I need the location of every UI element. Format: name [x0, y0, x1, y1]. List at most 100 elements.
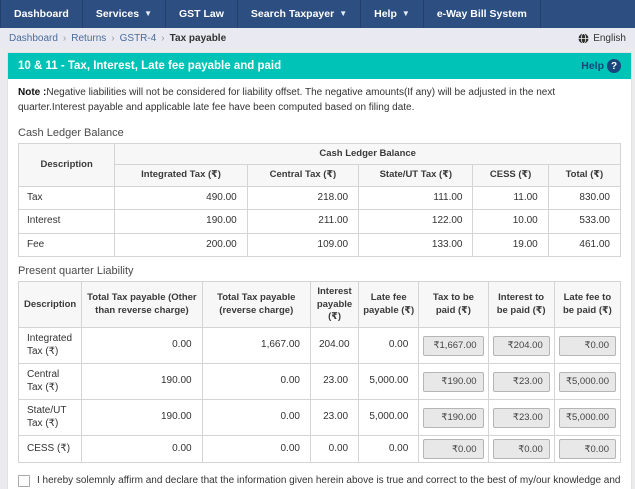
- cell-value: 211.00: [246, 209, 360, 234]
- column-header-central-tax: Central Tax (₹): [246, 164, 360, 187]
- cell-value: 200.00: [114, 232, 248, 258]
- chevron-down-icon: ▼: [339, 9, 348, 18]
- nav-item-services[interactable]: Services ▼: [83, 0, 166, 28]
- nav-label: e-Way Bill System: [436, 8, 527, 20]
- cell-value: 190.00: [81, 363, 203, 401]
- cell-value: 190.00: [114, 209, 248, 234]
- row-label: Integrated Tax (₹): [17, 327, 83, 365]
- breadcrumb-link-gstr4[interactable]: GSTR-4: [119, 32, 157, 44]
- cell-value: 830.00: [547, 185, 622, 211]
- column-header-total-tax-other: Total Tax payable (Other than reverse ch…: [81, 281, 203, 329]
- cash-ledger-table: Description Cash Ledger Balance Integrat…: [17, 142, 622, 258]
- nav-item-gst-law[interactable]: GST Law: [166, 0, 238, 28]
- chevron-down-icon: ▼: [144, 9, 152, 18]
- nav-label: Help: [374, 8, 397, 20]
- tax-to-be-paid-input[interactable]: [423, 407, 484, 428]
- column-header-tax-to-be-paid: Tax to be paid (₹): [418, 281, 489, 329]
- row-label: Central Tax (₹): [17, 363, 83, 401]
- late-fee-to-be-paid-input[interactable]: [558, 439, 616, 460]
- cell-value: 10.00: [472, 209, 549, 234]
- note-label: Note :: [18, 87, 47, 98]
- interest-to-be-paid-input[interactable]: [492, 407, 550, 428]
- late-fee-to-be-paid-input[interactable]: [558, 407, 616, 428]
- nav-label: Services: [95, 8, 140, 20]
- breadcrumb-link-returns[interactable]: Returns: [71, 32, 107, 44]
- breadcrumb-separator: ›: [62, 32, 67, 44]
- tax-to-be-paid-input[interactable]: [423, 371, 484, 392]
- section-title-cash-ledger: Cash Ledger Balance: [18, 127, 124, 139]
- declaration-checkbox[interactable]: [18, 475, 30, 488]
- cell-value: 133.00: [358, 232, 474, 258]
- column-header-description: Description: [17, 143, 116, 187]
- cell-value: 461.00: [547, 232, 622, 258]
- help-label: Help: [581, 60, 604, 72]
- cell-value: 0.00: [358, 327, 420, 365]
- interest-to-be-paid-input[interactable]: [492, 371, 550, 392]
- cell-value: 204.00: [309, 327, 360, 365]
- column-header-cess: CESS (₹): [472, 164, 549, 187]
- table-row-integrated-tax: Integrated Tax (₹) 0.00 1,667.00 204.00 …: [17, 327, 622, 365]
- table-row-central-tax: Central Tax (₹) 190.00 0.00 23.00 5,000.…: [17, 363, 622, 401]
- breadcrumb-current: Tax payable: [169, 32, 227, 44]
- declaration-text: I hereby solemnly affirm and declare tha…: [37, 475, 621, 487]
- nav-item-help[interactable]: Help ▼: [361, 0, 424, 28]
- cell-value: 0.00: [201, 399, 311, 437]
- nav-item-dashboard[interactable]: Dashboard: [0, 0, 83, 28]
- tax-to-be-paid-input[interactable]: [423, 439, 484, 460]
- row-label: Interest: [17, 209, 116, 234]
- cell-value: 111.00: [358, 185, 474, 211]
- cell-value: 23.00: [309, 399, 360, 437]
- interest-to-be-paid-input[interactable]: [492, 335, 550, 356]
- globe-icon: [578, 32, 589, 44]
- question-mark-icon: ?: [607, 59, 621, 73]
- declaration-row: I hereby solemnly affirm and declare tha…: [8, 463, 631, 489]
- cell-value: 5,000.00: [358, 363, 420, 401]
- cell-value: 109.00: [246, 232, 360, 258]
- table-row-cess: CESS (₹) 0.00 0.00 0.00 0.00: [17, 435, 622, 464]
- column-header-description: Description: [17, 281, 83, 329]
- cell-value: 218.00: [246, 185, 360, 211]
- content-panel: 10 & 11 - Tax, Interest, Late fee payabl…: [7, 52, 632, 489]
- row-label: State/UT Tax (₹): [17, 399, 83, 437]
- nav-item-eway-bill[interactable]: e-Way Bill System: [424, 0, 541, 28]
- cell-value: 0.00: [201, 435, 311, 464]
- column-header-late-fee-to-be-paid: Late fee to be paid (₹): [553, 281, 622, 329]
- breadcrumb-separator: ›: [111, 32, 115, 44]
- cell-value: 490.00: [114, 185, 248, 211]
- liability-table: Description Total Tax payable (Other tha…: [17, 281, 622, 464]
- late-fee-to-be-paid-input[interactable]: [558, 335, 616, 356]
- cell-value: 23.00: [309, 363, 360, 401]
- breadcrumb: Dashboard › Returns › GSTR-4 › Tax payab…: [0, 28, 635, 48]
- cell-value: 0.00: [358, 435, 420, 464]
- page-title: 10 & 11 - Tax, Interest, Late fee payabl…: [18, 60, 282, 72]
- column-header-late-fee-payable: Late fee payable (₹): [358, 281, 420, 329]
- cell-value: 533.00: [547, 209, 622, 234]
- row-label: Tax: [17, 185, 116, 211]
- chevron-down-icon: ▼: [401, 9, 410, 18]
- help-button[interactable]: Help ?: [581, 59, 621, 73]
- cell-value: 0.00: [81, 327, 203, 365]
- column-header-state-ut-tax: State/UT Tax (₹): [358, 164, 474, 187]
- cell-value: 122.00: [358, 209, 474, 234]
- column-header-integrated-tax: Integrated Tax (₹): [114, 164, 248, 187]
- table-row-tax: Tax 490.00 218.00 111.00 11.00 830.00: [17, 185, 622, 211]
- tax-to-be-paid-input[interactable]: [423, 335, 484, 356]
- cell-value: 0.00: [309, 435, 360, 464]
- late-fee-to-be-paid-input[interactable]: [558, 371, 616, 392]
- nav-label: Search Taxpayer: [250, 8, 335, 20]
- nav-label: GST Law: [178, 8, 224, 20]
- section-title-liability: Present quarter Liability: [18, 265, 134, 278]
- language-selector[interactable]: English: [578, 33, 626, 44]
- note-text: Note :Negative liabilities will not be c…: [18, 87, 556, 113]
- cell-value: 0.00: [201, 363, 311, 401]
- breadcrumb-link-dashboard[interactable]: Dashboard: [9, 32, 58, 44]
- nav-label: Dashboard: [14, 8, 69, 20]
- cell-value: 5,000.00: [358, 399, 420, 437]
- nav-item-search-taxpayer[interactable]: Search Taxpayer ▼: [238, 0, 362, 28]
- top-nav: Dashboard Services ▼ GST Law Search Taxpa…: [0, 0, 635, 28]
- column-header-total: Total (₹): [547, 164, 622, 187]
- cell-value: 0.00: [81, 435, 203, 464]
- interest-to-be-paid-input[interactable]: [492, 439, 550, 460]
- cell-value: 1,667.00: [201, 327, 311, 365]
- cell-value: 19.00: [472, 232, 549, 258]
